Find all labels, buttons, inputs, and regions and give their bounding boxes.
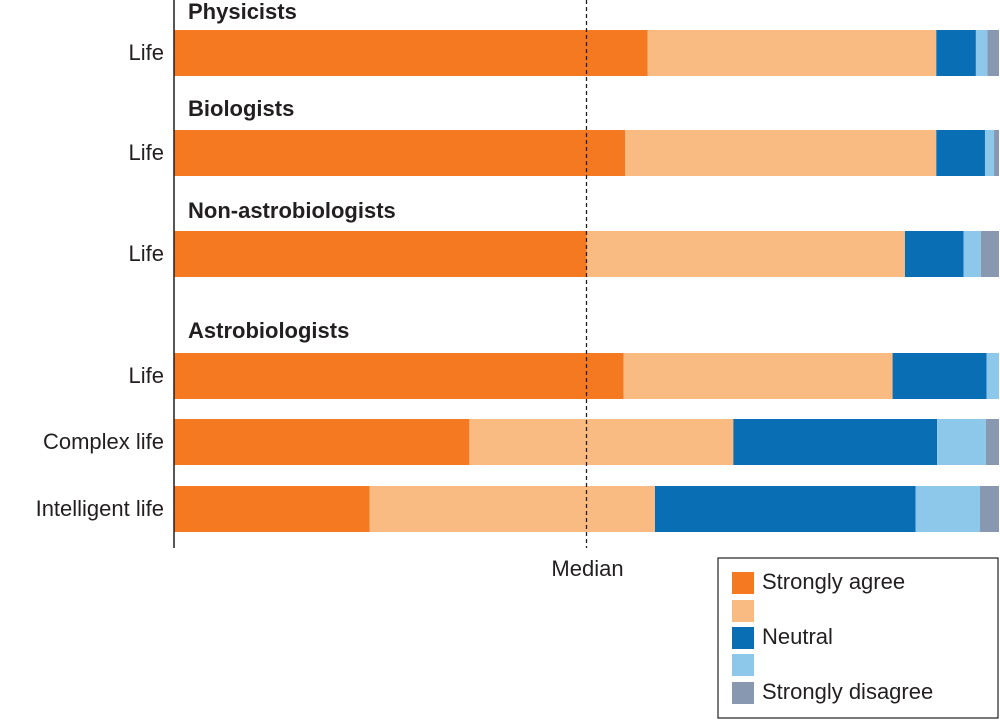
bar-segment [937, 419, 986, 465]
bar-segment [647, 30, 937, 76]
bar-segment [174, 231, 587, 277]
bar-segment [963, 231, 981, 277]
bar-segment [984, 130, 995, 176]
row-label: Life [129, 140, 164, 165]
median-label: Median [551, 556, 623, 581]
legend-swatch [732, 682, 754, 704]
bar-segment [174, 130, 626, 176]
bar-segment [904, 231, 964, 277]
bar-segment [994, 130, 999, 176]
bars-layer: Physicists Life Biologists Life Non-astrobio… [36, 0, 999, 532]
bar-segment [980, 486, 999, 532]
legend-swatch [732, 654, 754, 676]
bar-segment [469, 419, 734, 465]
legend-swatch [732, 572, 754, 594]
legend-swatch [732, 627, 754, 649]
legend-box [717, 557, 999, 719]
legend-label: Strongly disagree [762, 679, 933, 704]
bar-segment [586, 231, 905, 277]
group-title: Biologists [188, 96, 294, 121]
bar-segment [986, 353, 999, 399]
legend-label: Strongly agree [762, 569, 905, 594]
bar-segment [654, 486, 916, 532]
bar-segment [369, 486, 655, 532]
bar-segment [623, 353, 893, 399]
bar-segment [980, 231, 999, 277]
bar-segment [625, 130, 937, 176]
group-title: Non-astrobiologists [188, 198, 396, 223]
row-label: Complex life [43, 429, 164, 454]
row-label: Life [129, 363, 164, 388]
group-title: Physicists [188, 0, 297, 24]
bar-segment [975, 30, 988, 76]
bar-segment [987, 30, 999, 76]
bar-segment [985, 419, 999, 465]
row-label: Intelligent life [36, 496, 164, 521]
bar-segment [174, 30, 648, 76]
row-label: Life [129, 241, 164, 266]
bar-segment [936, 130, 985, 176]
legend: Strongly agree Neutral Strongly disagree [717, 557, 999, 719]
row-label: Life [129, 40, 164, 65]
bar-segment [174, 419, 470, 465]
group-title: Astrobiologists [188, 318, 349, 343]
bar-segment [915, 486, 981, 532]
legend-swatch [732, 600, 754, 622]
legend-label: Neutral [762, 624, 833, 649]
bar-segment [733, 419, 938, 465]
bar-segment [174, 353, 624, 399]
bar-segment [892, 353, 987, 399]
bar-segment [174, 486, 370, 532]
bar-segment [936, 30, 976, 76]
